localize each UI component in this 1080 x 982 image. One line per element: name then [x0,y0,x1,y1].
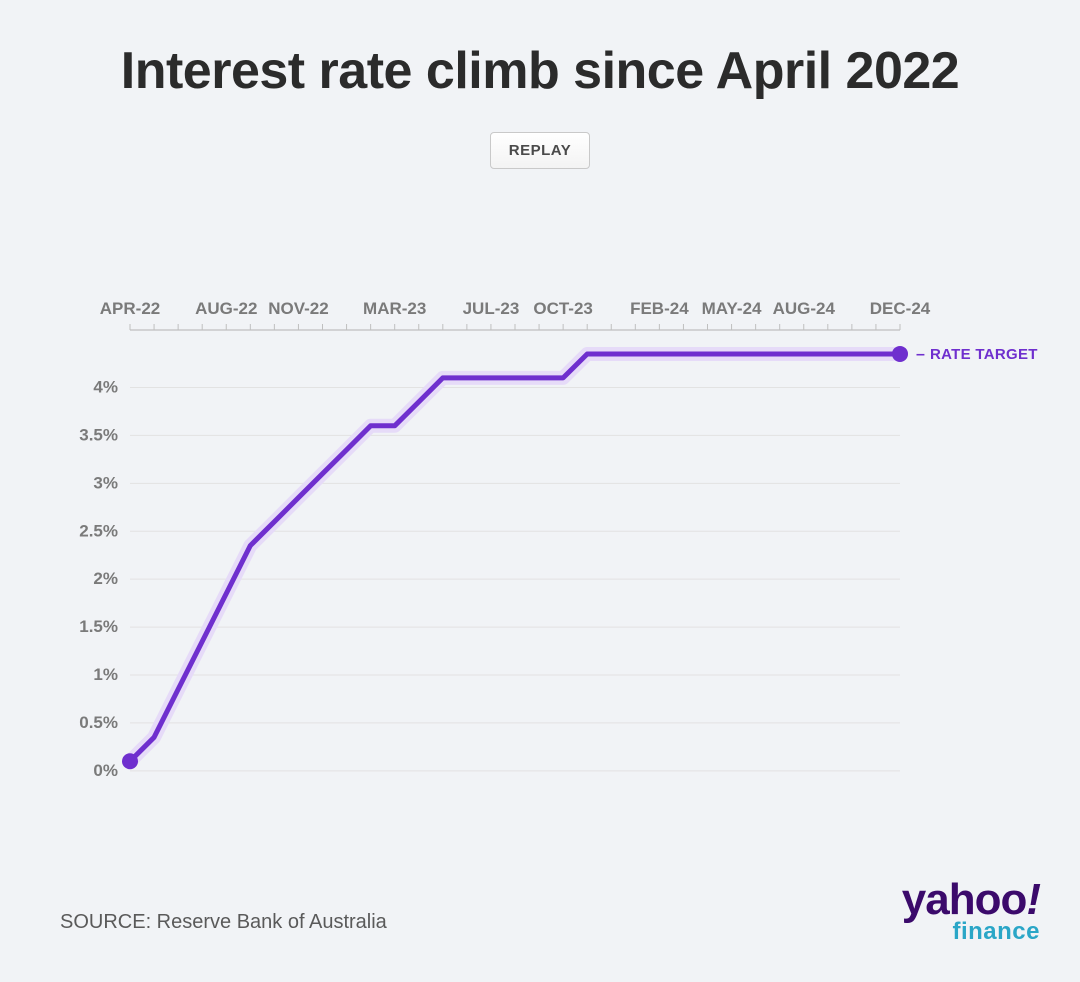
x-tick-label: MAR-23 [363,299,426,318]
chart-title: Interest rate climb since April 2022 [0,0,1080,110]
y-tick-label: 3.5% [79,425,118,444]
y-tick-label: 0.5% [79,713,118,732]
logo-bang: ! [1026,880,1040,920]
x-tick-label: NOV-22 [268,299,328,318]
footer: SOURCE: Reserve Bank of Australia yahoo!… [60,862,1040,942]
brand-logo: yahoo! finance [902,880,1040,946]
x-tick-label: AUG-22 [195,299,257,318]
replay-wrap: REPLAY [0,132,1080,169]
end-label: RATE TARGET 4.35% [930,346,1040,363]
y-tick-label: 0% [93,761,118,780]
x-tick-label: OCT-23 [533,299,593,318]
x-tick-label: APR-22 [100,299,160,318]
y-tick-label: 4% [93,378,118,397]
series-line [130,354,900,761]
replay-button[interactable]: REPLAY [490,132,590,169]
y-tick-label: 3% [93,473,118,492]
x-tick-label: MAY-24 [702,299,762,318]
x-tick-label: FEB-24 [630,299,689,318]
y-tick-label: 1% [93,665,118,684]
x-tick-label: AUG-24 [773,299,836,318]
end-marker [892,346,908,362]
y-tick-label: 2.5% [79,521,118,540]
line-chart: 0% 0.5% 1% 1.5% 2% 2.5% 3% 3.5% 4% APR-22 AUG-22 NO… [60,290,1040,820]
chart-svg: 0% 0.5% 1% 1.5% 2% 2.5% 3% 3.5% 4% APR-22 AUG-22 NO… [60,290,1040,820]
source-text: SOURCE: Reserve Bank of Australia [60,911,387,934]
x-tick-label: JUL-23 [463,299,520,318]
chart-page: { "title": "Interest rate climb since Ap… [0,0,1080,982]
start-marker [122,753,138,769]
y-tick-label: 1.5% [79,617,118,636]
y-tick-label: 2% [93,569,118,588]
end-label-dash: – [916,346,925,363]
x-tick-label: DEC-24 [870,299,931,318]
